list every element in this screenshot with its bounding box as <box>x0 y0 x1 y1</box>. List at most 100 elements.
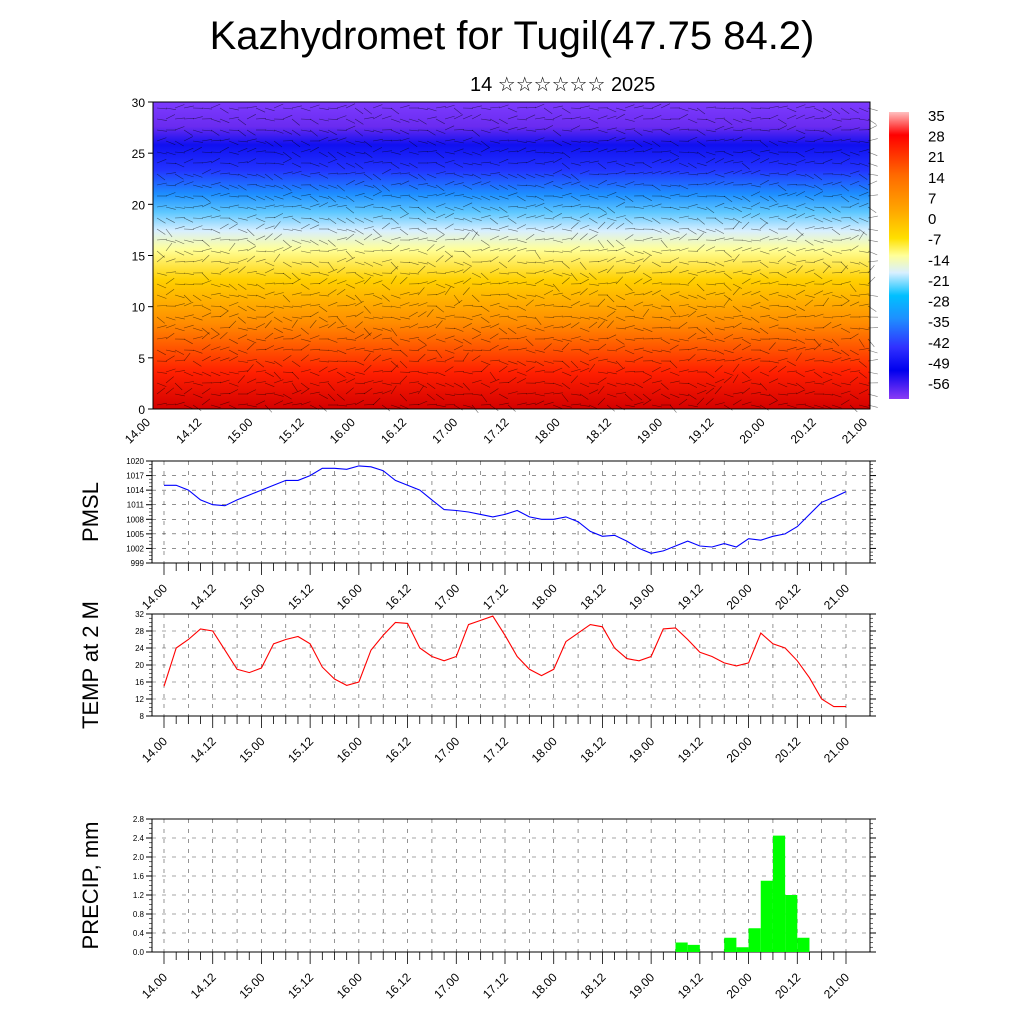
colorbar-label: 7 <box>928 190 936 207</box>
heatmap-x-tick-label: 14.12 <box>173 415 204 446</box>
heatmap-x-tick-label: 20.12 <box>788 415 819 446</box>
precip-y-tick-label: 1.2 <box>133 891 145 900</box>
temp-x-tick-label: 20.00 <box>724 734 755 765</box>
pmsl-y-tick-label: 1014 <box>126 486 144 495</box>
pmsl-x-tick-label: 18.12 <box>577 581 608 612</box>
pmsl-series-line <box>164 465 847 554</box>
precip-x-tick-label: 21.00 <box>821 970 852 1001</box>
precip-x-tick-label: 14.00 <box>139 970 170 1001</box>
heatmap-y-tick-label: 10 <box>132 301 146 315</box>
colorbar <box>889 112 909 399</box>
temp-y-axis-label: TEMP at 2 M <box>78 601 103 729</box>
heatmap-y-tick-label: 5 <box>138 352 145 366</box>
precip-y-tick-label: 0.8 <box>133 910 145 919</box>
temp-x-tick-label: 15.00 <box>236 734 267 765</box>
pmsl-x-tick-label: 21.00 <box>821 581 852 612</box>
pmsl-grid <box>152 460 870 564</box>
precip-bar <box>687 944 700 952</box>
temp-y-tick-label: 28 <box>135 627 144 636</box>
precip-y-tick-label: 2.4 <box>133 834 145 843</box>
temp-y-tick-label: 8 <box>140 712 145 721</box>
precip-y-tick-label: 1.6 <box>133 872 145 881</box>
heatmap-x-tick-label: 15.12 <box>276 415 307 446</box>
temp-y-tick-label: 20 <box>135 661 144 670</box>
heatmap-y-tick-label: 15 <box>132 250 146 264</box>
pmsl-y-tick-label: 1002 <box>126 544 144 553</box>
chart-title: Kazhydromet for Tugil(47.75 84.2) <box>209 14 815 58</box>
heatmap-y-tick-label: 30 <box>132 96 146 110</box>
pmsl-y-tick-label: 1011 <box>127 501 145 510</box>
temp-x-tick-label: 16.12 <box>383 734 414 765</box>
pmsl-y-tick-label: 999 <box>131 559 145 568</box>
precip-bar <box>675 942 688 952</box>
precip-bar <box>797 937 810 952</box>
heatmap-field <box>153 102 870 409</box>
precip-x-tick-label: 19.00 <box>626 970 657 1001</box>
temp-series-line <box>163 615 846 708</box>
pmsl-x-tick-label: 20.12 <box>772 581 803 612</box>
temp-y-tick-label: 32 <box>135 610 144 619</box>
precip-x-tick-label: 14.12 <box>188 970 219 1001</box>
pmsl-y-tick-label: 1008 <box>126 515 144 524</box>
heatmap-y-tick-label: 0 <box>138 403 145 417</box>
pmsl-x-tick-label: 15.12 <box>285 581 316 612</box>
heatmap-x-tick-label: 17.00 <box>429 415 460 446</box>
precip-y-tick-label: 2.0 <box>133 853 145 862</box>
temp-grid <box>152 613 870 717</box>
temp-x-tick-label: 18.12 <box>577 734 608 765</box>
pmsl-x-tick-label: 19.00 <box>626 581 657 612</box>
heatmap-x-tick-label: 17.12 <box>480 415 511 446</box>
pmsl-x-tick-label: 18.00 <box>529 581 560 612</box>
heatmap-x-tick-label: 19.12 <box>685 415 716 446</box>
heatmap-x-tick-label: 16.00 <box>327 415 358 446</box>
heatmap-x-tick-label: 18.00 <box>532 415 563 446</box>
precip-y-tick-label: 2.8 <box>133 815 145 824</box>
temp-x-tick-label: 14.00 <box>139 734 170 765</box>
heatmap-x-tick-label: 21.00 <box>839 415 870 446</box>
pmsl-y-tick-label: 1017 <box>126 472 144 481</box>
temp-y-tick-label: 16 <box>135 678 144 687</box>
pmsl-y-tick-label: 1020 <box>126 457 144 466</box>
colorbar-label: 14 <box>928 170 945 187</box>
colorbar-label: -35 <box>928 314 950 331</box>
temp-x-tick-label: 17.12 <box>480 734 511 765</box>
heatmap-x-tick-label: 14.00 <box>122 415 153 446</box>
temp-x-tick-label: 17.00 <box>431 734 462 765</box>
temp-x-tick-label: 20.12 <box>772 734 803 765</box>
pmsl-x-tick-label: 17.00 <box>431 581 462 612</box>
pmsl-x-tick-label: 16.12 <box>383 581 414 612</box>
colorbar-label: -14 <box>928 252 950 269</box>
precip-x-tick-label: 17.12 <box>480 970 511 1001</box>
colorbar-label: 28 <box>928 129 945 146</box>
colorbar-label: -7 <box>928 232 941 249</box>
precip-x-tick-label: 20.12 <box>772 970 803 1001</box>
temp-x-tick-label: 19.00 <box>626 734 657 765</box>
heatmap-x-tick-label: 18.12 <box>583 415 614 446</box>
precip-x-tick-label: 15.00 <box>236 970 267 1001</box>
pmsl-x-tick-label: 17.12 <box>480 581 511 612</box>
pmsl-x-tick-label: 20.00 <box>724 581 755 612</box>
precip-x-tick-label: 19.12 <box>675 970 706 1001</box>
precip-bar <box>760 880 773 952</box>
heatmap-y-tick-label: 25 <box>132 147 146 161</box>
temp-x-tick-label: 18.00 <box>529 734 560 765</box>
colorbar-label: -28 <box>928 294 950 311</box>
temp-y-tick-label: 12 <box>135 695 144 704</box>
precipitation-panel: 0.0 0.4 0.8 1.2 1.6 2.0 2.4 2.8 14.00 14.12 15.00 1… <box>78 815 876 1001</box>
colorbar-label: -42 <box>928 335 950 352</box>
pmsl-x-tick-label: 14.12 <box>188 581 219 612</box>
precip-bar <box>736 947 749 952</box>
temperature-panel: 8 12 16 20 24 28 32 14.00 14.12 15.00 15.12 16.00 16… <box>78 601 876 765</box>
pmsl-x-tick-label: 14.00 <box>139 581 170 612</box>
precip-x-tick-label: 16.00 <box>334 970 365 1001</box>
pmsl-y-axis-label: PMSL <box>78 482 103 542</box>
pmsl-x-tick-label: 19.12 <box>675 581 706 612</box>
precip-bar <box>785 895 798 952</box>
precip-y-tick-label: 0.0 <box>133 948 145 957</box>
precip-bar <box>748 928 761 952</box>
precip-x-tick-label: 15.12 <box>285 970 316 1001</box>
heatmap-x-tick-label: 19.00 <box>634 415 665 446</box>
pmsl-panel: 999 1002 1005 1008 1011 1014 1017 1020 14.00 14.1… <box>78 457 876 612</box>
precip-x-tick-label: 17.00 <box>431 970 462 1001</box>
